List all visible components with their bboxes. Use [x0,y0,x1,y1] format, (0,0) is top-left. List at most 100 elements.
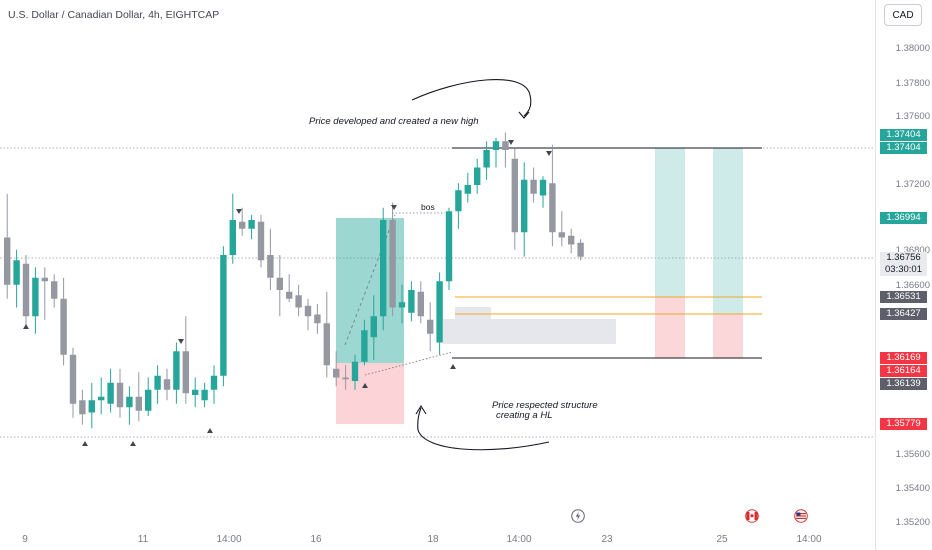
candle-body [4,237,11,285]
candle[interactable] [79,389,86,425]
target-box-2[interactable] [713,148,743,314]
candle[interactable] [304,298,312,331]
dashed-trend-line[interactable] [344,214,396,346]
candle[interactable] [116,368,124,418]
candle[interactable] [427,302,434,352]
candle[interactable] [163,368,171,401]
canada-flag-event-icon[interactable] [745,509,759,523]
candle[interactable] [107,368,114,413]
candle[interactable] [192,377,199,408]
candle[interactable] [41,267,48,320]
price-chart[interactable] [0,0,875,550]
top-annotation[interactable]: Price developed and created a new high [309,116,479,127]
candle[interactable] [276,255,283,317]
candle[interactable] [408,281,415,322]
bottom-annotation-line2[interactable]: creating a HL [496,410,553,421]
time-label: 11 [137,534,149,545]
candle[interactable] [257,214,265,268]
us-flag-event-icon[interactable] [794,509,808,523]
candle[interactable] [549,144,556,247]
candle[interactable] [455,183,462,229]
stop-box-1[interactable] [655,297,685,358]
price-label: 1.35400 [895,483,930,494]
time-label: 23 [601,534,613,545]
top-curved-arrow[interactable] [411,79,532,117]
candle[interactable] [210,365,218,404]
candle[interactable] [145,377,152,417]
target-box-1[interactable] [655,148,685,297]
candle[interactable] [173,342,180,404]
candle[interactable] [69,347,77,418]
candle[interactable] [474,158,481,194]
lightning-event-icon[interactable] [571,509,585,523]
dotted-structure-line[interactable] [364,351,453,376]
candle[interactable] [558,211,565,247]
candle[interactable] [22,255,30,325]
candle[interactable] [398,284,406,324]
candle[interactable] [342,365,349,390]
candle[interactable] [577,239,584,261]
bos-label[interactable]: bos [421,202,435,212]
candle[interactable] [539,176,547,208]
candle[interactable] [417,281,424,324]
currency-badge[interactable]: CAD [884,4,922,26]
candle[interactable] [248,214,255,240]
candle[interactable] [333,351,340,387]
candle[interactable] [370,295,377,360]
candle[interactable] [389,202,396,317]
candle[interactable] [239,207,246,236]
candle[interactable] [521,162,528,257]
candle[interactable] [220,246,227,387]
candle[interactable] [201,382,208,408]
candle-body [333,368,340,378]
candle[interactable] [361,319,368,366]
symbol-title[interactable]: U.S. Dollar / Canadian Dollar, 4h, EIGHT… [8,9,220,21]
candle-body [229,220,236,255]
candle[interactable] [286,274,293,303]
candle[interactable] [511,148,518,250]
candle[interactable] [380,207,387,331]
candle[interactable] [314,304,321,334]
candle[interactable] [295,284,302,317]
candle[interactable] [483,141,490,180]
candle[interactable] [502,132,509,168]
candle[interactable] [32,267,39,334]
price-label: 1.36600 [895,280,930,291]
bottom-annotation-line1[interactable]: Price respected structure [492,400,598,411]
candle[interactable] [98,377,105,415]
candle[interactable] [60,277,67,366]
candle-body [445,211,453,282]
countdown-tag: 03:30:01 [880,264,927,276]
candle[interactable] [351,354,359,390]
candle-body [351,361,359,381]
grey-zone-small[interactable] [455,307,491,319]
bottom-curved-arrow[interactable] [417,407,550,451]
candle[interactable] [229,193,236,264]
candle-body [511,158,518,233]
candle[interactable] [4,193,11,299]
candle[interactable] [568,228,575,254]
candle[interactable] [154,365,161,404]
candle[interactable] [13,249,20,308]
candle[interactable] [267,228,274,290]
candle[interactable] [464,172,471,203]
candle[interactable] [126,386,133,425]
candle-body [13,260,20,285]
candle-body [483,150,490,168]
candle-body [116,382,124,408]
candle[interactable] [135,372,142,422]
candle-body [539,179,547,196]
candle[interactable] [492,137,500,168]
candle[interactable] [445,207,453,290]
candle-body [248,220,255,229]
grey-zone-large[interactable] [443,319,616,344]
candle[interactable] [88,382,95,429]
candle[interactable] [530,167,537,203]
candle[interactable] [182,316,189,404]
candle[interactable] [323,291,330,378]
long-position-stop-zone[interactable] [336,363,404,424]
candle-body [361,330,368,362]
stop-box-2[interactable] [713,314,743,358]
candle[interactable] [51,274,58,308]
candle[interactable] [436,272,443,355]
